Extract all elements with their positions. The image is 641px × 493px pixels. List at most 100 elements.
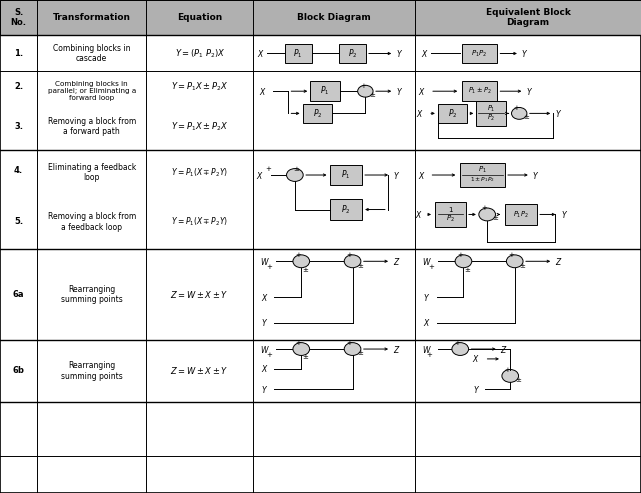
Text: $Y = P_1(X \mp P_2 Y)$: $Y = P_1(X \mp P_2 Y)$ xyxy=(171,166,228,179)
Text: $1$: $1$ xyxy=(447,205,454,214)
Text: $P_2$: $P_2$ xyxy=(348,47,357,60)
Text: Removing a block from
a feedback loop: Removing a block from a feedback loop xyxy=(47,212,136,232)
Text: $Y$: $Y$ xyxy=(396,86,404,97)
Text: $P_1 \pm P_2$: $P_1 \pm P_2$ xyxy=(467,86,492,96)
Text: $\pm$: $\pm$ xyxy=(515,375,522,384)
Text: $P_2$: $P_2$ xyxy=(313,107,322,120)
Text: $W$: $W$ xyxy=(422,344,432,354)
Text: $W$: $W$ xyxy=(422,256,432,267)
Text: $X$: $X$ xyxy=(415,209,422,220)
Text: +: + xyxy=(360,83,366,89)
Text: $P_1$: $P_1$ xyxy=(487,104,495,113)
Text: Equation: Equation xyxy=(177,13,222,22)
Circle shape xyxy=(344,343,361,355)
Text: +: + xyxy=(295,252,301,258)
Text: $\pm$: $\pm$ xyxy=(463,265,471,274)
Bar xyxy=(505,204,537,225)
Text: $Z$: $Z$ xyxy=(393,344,401,354)
Text: $X$: $X$ xyxy=(257,48,265,59)
Bar xyxy=(303,104,332,123)
Text: $P_2$: $P_2$ xyxy=(342,203,351,216)
Bar xyxy=(285,44,312,63)
Text: $\pm$: $\pm$ xyxy=(523,112,531,121)
Circle shape xyxy=(358,85,373,97)
Text: $P_1P_2$: $P_1P_2$ xyxy=(471,48,488,59)
Text: $X$: $X$ xyxy=(423,317,431,328)
Text: +: + xyxy=(454,340,460,346)
Text: $Z$: $Z$ xyxy=(555,256,563,267)
Text: $Y$: $Y$ xyxy=(423,291,431,303)
Text: $\pm$: $\pm$ xyxy=(293,164,301,173)
Text: +: + xyxy=(428,264,435,270)
Text: $Y = P_1X \pm P_2X$: $Y = P_1X \pm P_2X$ xyxy=(171,120,228,133)
Text: Rearranging
summing points: Rearranging summing points xyxy=(61,285,122,304)
Text: $P_2$: $P_2$ xyxy=(487,113,495,123)
Text: $Y$: $Y$ xyxy=(261,317,269,328)
Text: +: + xyxy=(265,166,271,172)
Text: +: + xyxy=(457,252,463,258)
Circle shape xyxy=(479,208,495,221)
Text: Removing a block from
a forward path: Removing a block from a forward path xyxy=(47,117,136,137)
Circle shape xyxy=(506,255,523,268)
Text: S.
No.: S. No. xyxy=(11,8,26,28)
Text: $W$: $W$ xyxy=(260,256,270,267)
Text: $P_1$: $P_1$ xyxy=(342,169,351,181)
Bar xyxy=(462,81,497,101)
Text: $X$: $X$ xyxy=(256,170,263,180)
Text: +: + xyxy=(426,352,433,358)
Text: $X$: $X$ xyxy=(261,363,269,374)
Text: $Y = P_1(X \mp P_2 Y)$: $Y = P_1(X \mp P_2 Y)$ xyxy=(171,215,228,228)
Text: Combining blocks in
cascade: Combining blocks in cascade xyxy=(53,44,130,63)
Text: $1 \pm P_1P_2$: $1 \pm P_1P_2$ xyxy=(470,176,495,184)
Text: $\pm$: $\pm$ xyxy=(357,261,365,270)
Text: +: + xyxy=(295,340,301,346)
Text: $Y$: $Y$ xyxy=(261,384,269,395)
Circle shape xyxy=(502,370,519,383)
Text: $Z$: $Z$ xyxy=(393,256,401,267)
Text: 3.: 3. xyxy=(14,122,23,131)
Text: $\pm$: $\pm$ xyxy=(301,265,309,274)
Text: 6a: 6a xyxy=(13,290,24,299)
Text: $X$: $X$ xyxy=(261,291,269,303)
Text: $\pm$: $\pm$ xyxy=(492,213,499,222)
Text: $Y = P_1X \pm P_2X$: $Y = P_1X \pm P_2X$ xyxy=(171,80,228,93)
Text: 6b: 6b xyxy=(13,366,24,376)
Text: $P_1$: $P_1$ xyxy=(320,85,329,98)
Bar xyxy=(330,199,362,220)
Text: Equivalent Block
Diagram: Equivalent Block Diagram xyxy=(486,8,570,28)
Text: $Y$: $Y$ xyxy=(392,170,400,180)
Text: +: + xyxy=(346,340,353,346)
Text: Combining blocks in
parallel; or Eliminating a
forward loop: Combining blocks in parallel; or Elimina… xyxy=(47,81,136,101)
Text: $X$: $X$ xyxy=(418,170,426,180)
Text: $P_1$: $P_1$ xyxy=(294,47,303,60)
Circle shape xyxy=(344,255,361,268)
Circle shape xyxy=(452,343,469,355)
Text: $Y$: $Y$ xyxy=(472,384,480,395)
Text: $Z$: $Z$ xyxy=(500,344,508,354)
Text: $Y$: $Y$ xyxy=(555,108,563,119)
Text: +: + xyxy=(266,264,272,270)
Text: 2.: 2. xyxy=(14,82,23,91)
Text: $P_2$: $P_2$ xyxy=(446,214,455,224)
Text: +: + xyxy=(513,105,520,111)
Text: $Y$: $Y$ xyxy=(560,209,568,220)
Circle shape xyxy=(293,343,310,355)
Text: $Z = W \pm X \pm Y$: $Z = W \pm X \pm Y$ xyxy=(171,289,229,300)
Text: 5.: 5. xyxy=(14,217,23,226)
Text: $Y$: $Y$ xyxy=(521,48,529,59)
Circle shape xyxy=(512,107,527,119)
Text: Eliminating a feedback
loop: Eliminating a feedback loop xyxy=(47,163,136,182)
Bar xyxy=(438,104,467,123)
Text: $W$: $W$ xyxy=(260,344,270,354)
Circle shape xyxy=(455,255,472,268)
Text: +: + xyxy=(266,352,272,358)
Text: $X$: $X$ xyxy=(259,86,267,97)
Text: $Y$: $Y$ xyxy=(532,170,540,180)
Text: $\pm$: $\pm$ xyxy=(369,90,377,99)
Text: $X$: $X$ xyxy=(416,108,424,119)
Text: $P_1P_2$: $P_1P_2$ xyxy=(513,210,529,219)
Text: $Z = W \pm X \pm Y$: $Z = W \pm X \pm Y$ xyxy=(171,365,229,377)
Text: $P_1$: $P_1$ xyxy=(478,165,487,175)
Bar xyxy=(339,44,366,63)
Bar xyxy=(476,101,506,126)
